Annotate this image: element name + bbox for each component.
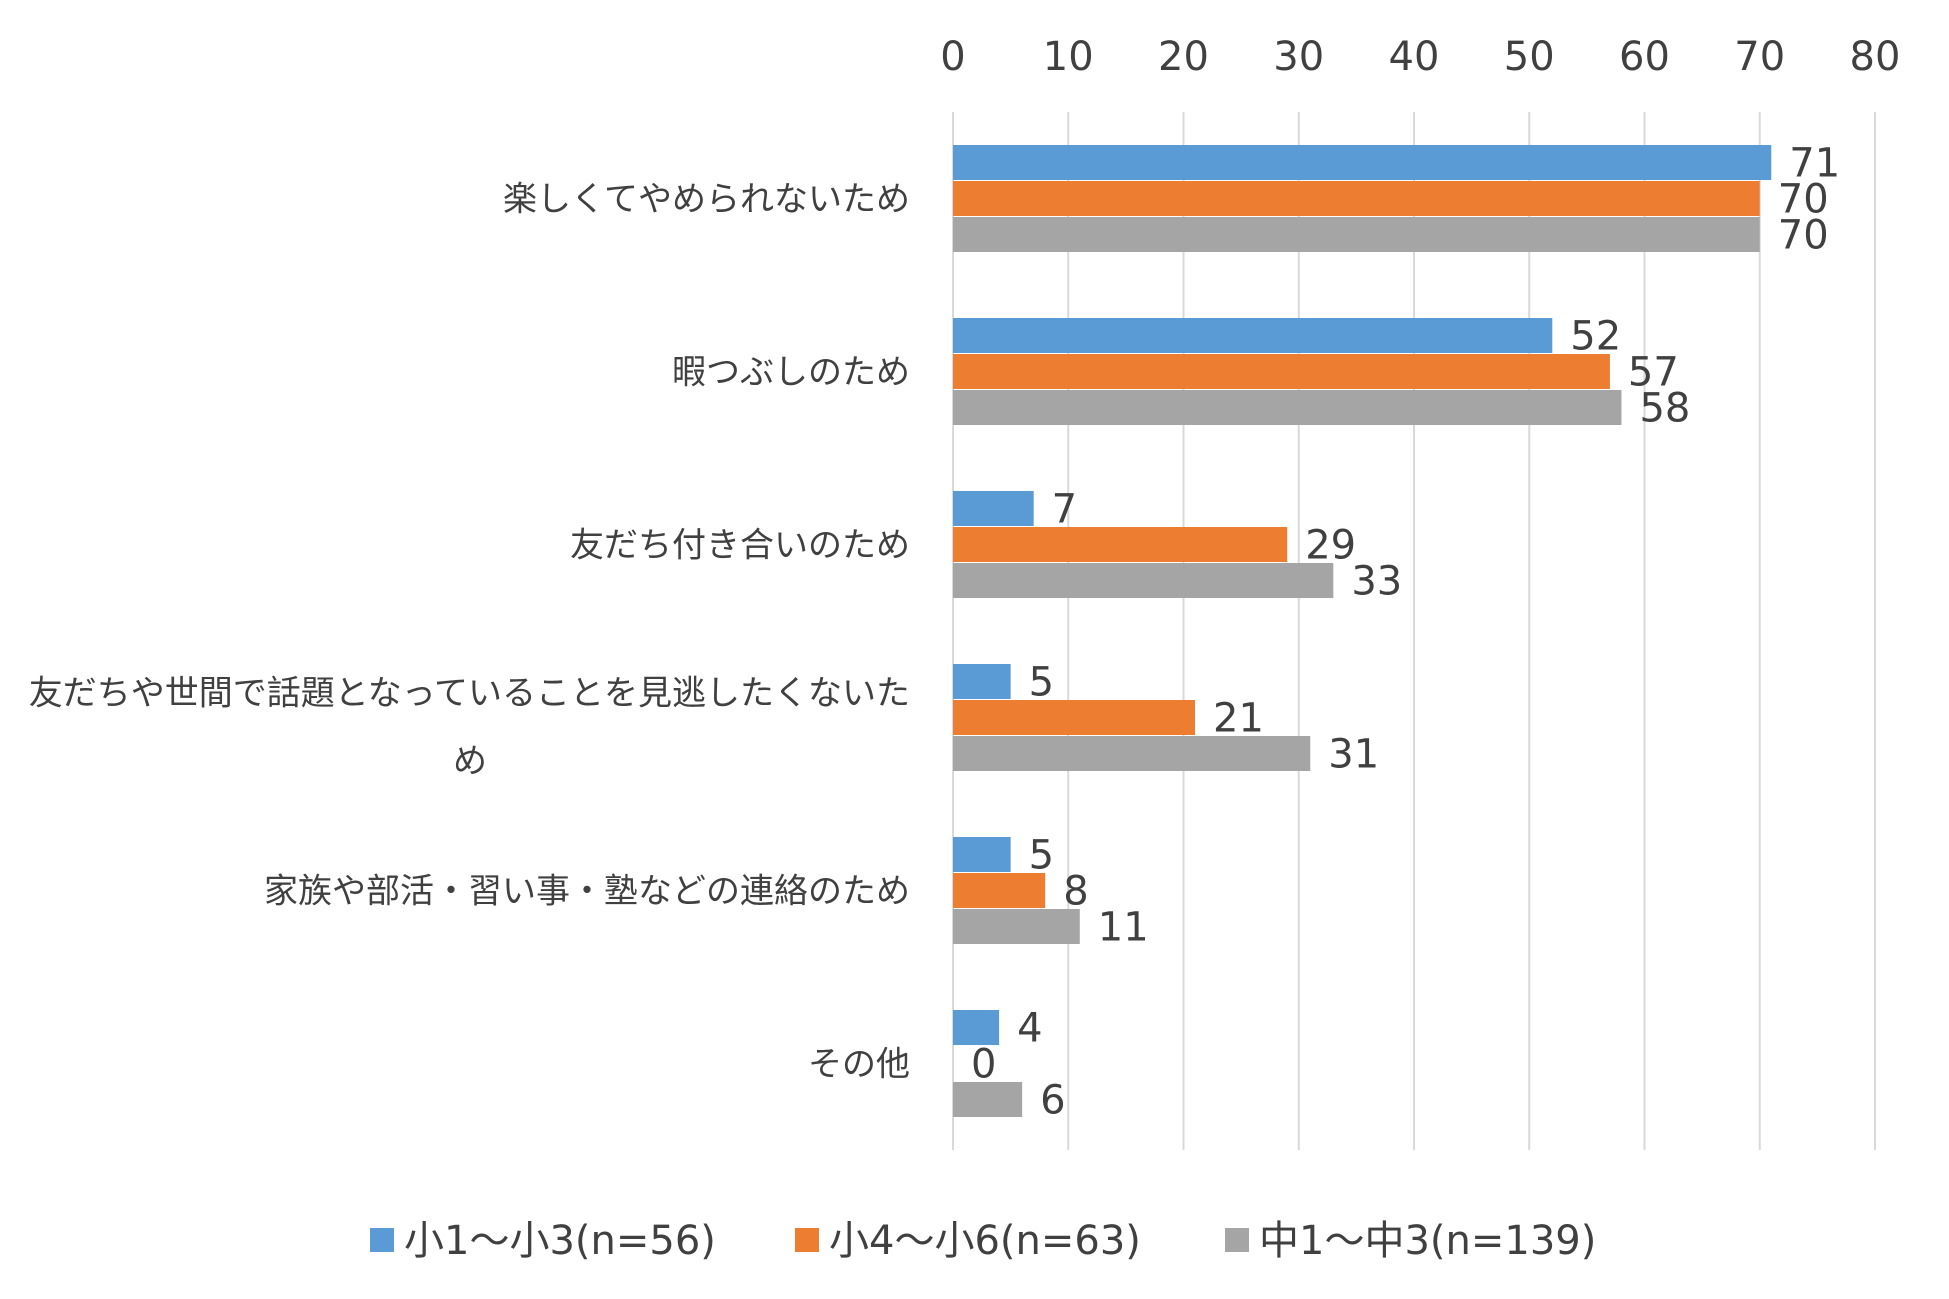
x-tick-label: 80: [1850, 34, 1901, 80]
data-label: 5: [1029, 660, 1054, 706]
data-label: 58: [1639, 386, 1690, 432]
bar: [953, 354, 1610, 389]
legend-swatch: [370, 1228, 394, 1252]
x-axis-ticks: 0 10 20 30 40 50 60 70 80: [940, 34, 1900, 80]
bar: [953, 181, 1760, 216]
data-label: 21: [1213, 696, 1264, 742]
bar: [953, 527, 1288, 562]
bar: [953, 700, 1196, 735]
legend-label: 小1～小3(n=56): [404, 1218, 716, 1264]
category-label: 家族や部活・習い事・塾などの連絡のため: [264, 872, 910, 912]
data-label: 5: [1029, 833, 1054, 879]
bar: [953, 217, 1760, 252]
bar: [953, 563, 1334, 598]
data-label: 7: [1052, 487, 1077, 533]
legend-label: 中1～中3(n=139): [1259, 1218, 1596, 1264]
bar: [953, 318, 1553, 353]
data-label: 4: [1017, 1006, 1042, 1052]
legend: 小1～小3(n=56) 小4～小6(n=63) 中1～中3(n=139): [370, 1218, 1596, 1264]
x-tick-label: 20: [1158, 34, 1209, 80]
data-label: 70: [1778, 213, 1829, 259]
bars: [953, 145, 1772, 1117]
bar: [953, 390, 1622, 425]
bar: [953, 664, 1011, 699]
data-label: 0: [971, 1042, 996, 1088]
category-labels: 楽しくてやめられないため暇つぶしのため友だち付き合いのため友だちや世間で話題とな…: [29, 180, 910, 1085]
data-label: 29: [1305, 523, 1356, 569]
legend-swatch: [795, 1228, 819, 1252]
data-label: 33: [1351, 559, 1402, 605]
data-label: 6: [1040, 1078, 1065, 1124]
x-tick-label: 0: [940, 34, 965, 80]
bar: [953, 1082, 1023, 1117]
legend-label: 小4～小6(n=63): [829, 1218, 1141, 1264]
bar: [953, 1010, 1000, 1045]
x-tick-label: 60: [1619, 34, 1670, 80]
bar: [953, 873, 1046, 908]
category-label: 友だち付き合いのため: [570, 526, 910, 566]
category-label: 暇つぶしのため: [672, 353, 910, 393]
data-label: 11: [1098, 905, 1149, 951]
data-label: 52: [1570, 314, 1621, 360]
x-tick-label: 40: [1389, 34, 1440, 80]
bar: [953, 491, 1034, 526]
data-label: 70: [1778, 177, 1829, 223]
category-label: 友だちや世間で話題となっていることを見逃したくないた: [29, 674, 910, 714]
legend-swatch: [1225, 1228, 1249, 1252]
x-tick-label: 30: [1273, 34, 1324, 80]
bar: [953, 909, 1080, 944]
bar: [953, 736, 1311, 771]
data-label: 57: [1628, 350, 1679, 396]
gridlines: [952, 112, 1876, 1150]
bar: [953, 837, 1011, 872]
x-tick-label: 50: [1504, 34, 1555, 80]
x-tick-label: 70: [1734, 34, 1785, 80]
bar: [953, 145, 1772, 180]
category-label: め: [453, 742, 487, 782]
data-label: 71: [1789, 141, 1840, 187]
category-label: 楽しくてやめられないため: [503, 180, 910, 220]
data-label: 31: [1328, 732, 1379, 778]
category-label: その他: [808, 1045, 910, 1085]
x-tick-label: 10: [1043, 34, 1094, 80]
data-labels: 71 52 7 5 5 4 70 57 29 21 8 0 70 58 33 31 11 6: [971, 141, 1840, 1124]
data-label: 8: [1063, 869, 1088, 915]
